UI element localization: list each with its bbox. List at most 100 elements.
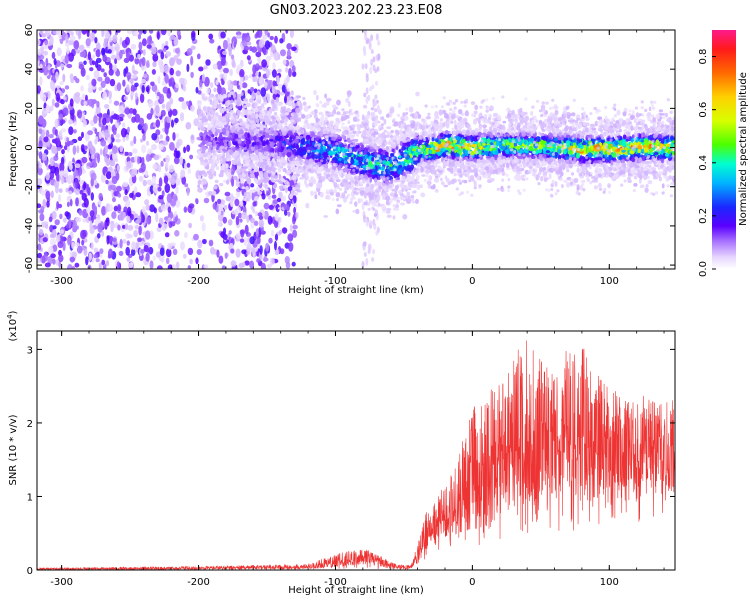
spectrogram-cell: [55, 92, 60, 102]
spectrogram-cell: [155, 105, 160, 114]
spectrogram-cell: [102, 117, 107, 126]
spectrogram-cell: [67, 236, 71, 246]
spectrogram-cell: [83, 197, 89, 208]
spectrogram-cell: [122, 238, 127, 244]
spectrogram-cell: [101, 259, 106, 266]
spectrogram-cell: [166, 116, 172, 124]
spectrogram-cell: [473, 118, 477, 125]
spectrogram-cell: [230, 260, 237, 267]
spectrogram-cell: [231, 58, 236, 67]
spectrogram-cell: [377, 40, 381, 46]
spectrogram-cell: [80, 85, 84, 92]
spectrogram-cell: [198, 66, 204, 72]
spectrogram-cell: [45, 190, 51, 200]
spectrogram-cell: [45, 158, 48, 167]
spectrogram-cell: [365, 75, 369, 83]
spectrogram-cell: [125, 246, 130, 256]
spectrogram-cell: [58, 194, 62, 203]
spectrogram-cell: [75, 197, 79, 207]
spectrogram-cell: [146, 216, 152, 225]
spectrogram-cell: [169, 77, 175, 87]
spectrogram-cell: [258, 39, 265, 48]
spectrogram-cell: [390, 180, 393, 185]
spectrogram-cell: [91, 78, 97, 87]
spectrogram-cell: [165, 159, 169, 169]
spectrogram-cell: [55, 30, 60, 36]
spectrogram-cell: [155, 212, 159, 223]
spectrogram-cell: [254, 33, 258, 39]
spectrogram-cell: [173, 55, 179, 61]
spectrogram-cell: [116, 30, 121, 33]
spectrogram-cell: [75, 225, 79, 230]
spectrogram-cell: [203, 264, 209, 269]
spectrogram-cell: [150, 124, 153, 130]
spectrogram-cell: [328, 98, 332, 101]
spectrogram-cell: [89, 67, 94, 72]
spectrogram-cell: [108, 204, 113, 212]
spectrogram-cell: [197, 53, 201, 60]
spectrogram-cell: [37, 203, 42, 209]
spectrogram-cell: [59, 162, 65, 173]
spectrogram-cell: [175, 186, 179, 195]
spectrogram-cell: [252, 201, 257, 207]
spectrogram-cell: [49, 35, 54, 46]
spectrogram-cell: [155, 251, 161, 258]
spectrogram-cell: [197, 187, 203, 193]
spectrogram-cell: [110, 184, 117, 191]
spectrogram-cell: [203, 186, 207, 190]
spectrogram-cell: [145, 170, 149, 177]
spectrogram-cell: [149, 204, 156, 213]
spectrogram-cell: [263, 257, 269, 262]
spectrogram-cell: [126, 240, 130, 246]
spectrogram-cell: [105, 260, 110, 267]
spectrogram-cell: [213, 185, 218, 190]
spectrogram-cell: [240, 230, 245, 238]
spectrogram-cell: [169, 97, 174, 105]
spectrogram-cell: [153, 183, 160, 194]
spectrogram-cell: [101, 230, 105, 237]
spectrogram-cell: [265, 68, 270, 79]
spectrogram-cell: [113, 205, 118, 212]
spectrogram-cell: [81, 30, 88, 35]
spectrogram-cell: [254, 127, 259, 134]
spectrogram-cell: [216, 249, 220, 258]
spectrogram-cell: [96, 100, 100, 108]
spectrogram-cell: [283, 203, 290, 210]
spectrogram-cell: [665, 112, 668, 118]
spectrogram-cell: [151, 84, 158, 92]
spectrogram-cell: [181, 102, 188, 110]
spectrogram-cell: [279, 91, 285, 96]
spectrogram-cell: [599, 119, 605, 124]
spectrogram-cell: [157, 164, 162, 173]
spectrogram-cell: [353, 154, 357, 160]
spectrogram-cell: [364, 217, 368, 223]
spectrogram-cell: [130, 248, 136, 256]
spectrogram-cell: [44, 262, 51, 268]
spectrogram-cell: [52, 258, 56, 265]
spectrogram-cell: [142, 49, 146, 56]
spectrogram-cell: [54, 219, 60, 226]
spectrogram-cell: [125, 66, 129, 75]
spectrogram-cell: [287, 96, 291, 100]
spectrogram-cell: [72, 145, 77, 155]
spectrogram-cell: [116, 164, 120, 172]
spectrogram-cell: [99, 148, 103, 156]
spectrogram-cell: [160, 160, 164, 167]
spectrogram-cell: [256, 236, 261, 245]
spectrogram-cell: [131, 74, 138, 79]
spectrogram-cell: [131, 91, 135, 96]
spectrogram-cell: [254, 108, 259, 113]
spectrogram-cell: [254, 171, 259, 177]
spectrogram-cell: [259, 170, 263, 174]
spectrogram-cell: [37, 178, 43, 186]
spectrogram-cell: [287, 211, 291, 217]
spectrogram-cell: [244, 260, 250, 266]
spectrogram-cell: [148, 30, 154, 34]
spectrogram-cell: [50, 253, 56, 259]
spectrogram-cell: [434, 177, 439, 183]
spectrogram-cell: [169, 178, 176, 184]
spectrogram-cell: [251, 46, 258, 53]
spectrogram-cell: [56, 234, 61, 244]
spectrogram-cell: [47, 64, 51, 71]
spectrogram-cell: [201, 127, 206, 131]
